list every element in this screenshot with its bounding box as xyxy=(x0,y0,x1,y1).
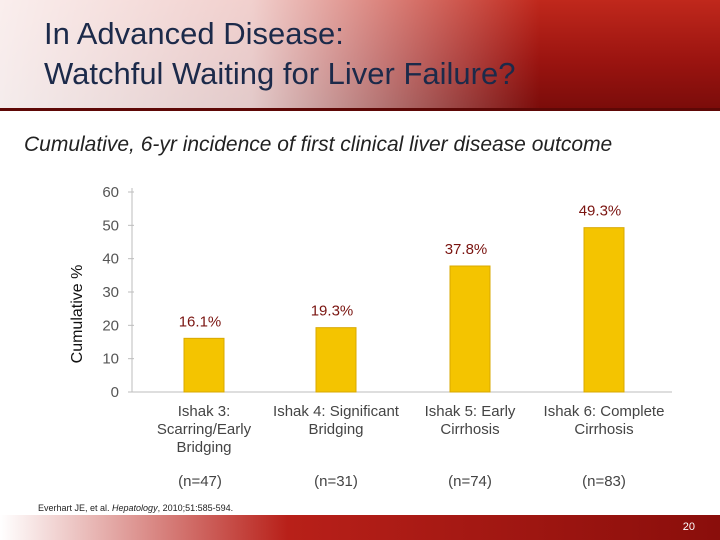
category-label: Scarring/Early xyxy=(157,421,252,438)
data-label: 16.1% xyxy=(179,313,222,330)
title-divider xyxy=(0,108,720,111)
category-label: Ishak 4: Significant xyxy=(273,403,400,420)
y-tick-label: 40 xyxy=(102,251,119,268)
data-label: 37.8% xyxy=(445,241,488,258)
y-tick-label: 30 xyxy=(102,284,119,301)
category-label: Ishak 3: xyxy=(178,403,231,420)
sample-size-label: (n=74) xyxy=(448,473,492,490)
category-label: Bridging xyxy=(176,439,231,456)
sample-size-label: (n=47) xyxy=(178,473,222,490)
category-label: Bridging xyxy=(308,421,363,438)
bar xyxy=(449,265,491,393)
citation-journal: Hepatology xyxy=(112,503,158,513)
y-tick-label: 10 xyxy=(102,351,119,368)
citation-authors: Everhart JE, et al. xyxy=(38,503,113,513)
y-axis-label: Cumulative % xyxy=(69,265,86,364)
citation: Everhart JE, et al. Hepatology, 2010;51:… xyxy=(38,503,233,513)
bar-chart: 0 10 20 30 40 50 60 Cumulative % 16.1% Ishak 3:Sc… xyxy=(69,184,672,490)
title-banner-fade xyxy=(0,0,720,110)
sample-size-label: (n=31) xyxy=(314,473,358,490)
category-label: Ishak 6: Complete xyxy=(544,403,665,420)
y-tick-label: 50 xyxy=(102,217,119,234)
y-tick-label: 60 xyxy=(102,184,119,201)
data-label: 19.3% xyxy=(311,303,354,320)
citation-details: , 2010;51:585-594. xyxy=(157,503,234,513)
bar xyxy=(315,327,357,393)
slide-title-line-2: Watchful Waiting for Liver Failure? xyxy=(44,56,516,91)
sample-size-label: (n=83) xyxy=(582,473,626,490)
category-label: Cirrhosis xyxy=(440,421,499,438)
y-tick-label: 0 xyxy=(111,384,119,401)
slide-title: In Advanced Disease: Watchful Waiting fo… xyxy=(44,14,515,94)
category-label: Ishak 5: Early xyxy=(425,403,516,420)
category-label: Cirrhosis xyxy=(574,421,633,438)
bar xyxy=(583,227,625,393)
footer-bar: 20 xyxy=(0,515,720,540)
bar xyxy=(183,337,225,393)
chart-subtitle: Cumulative, 6-yr incidence of first clin… xyxy=(24,133,613,156)
data-label: 49.3% xyxy=(579,203,622,220)
slide-title-line-1: In Advanced Disease: xyxy=(44,16,344,51)
y-tick-label: 20 xyxy=(102,317,119,334)
page-number: 20 xyxy=(682,521,695,533)
